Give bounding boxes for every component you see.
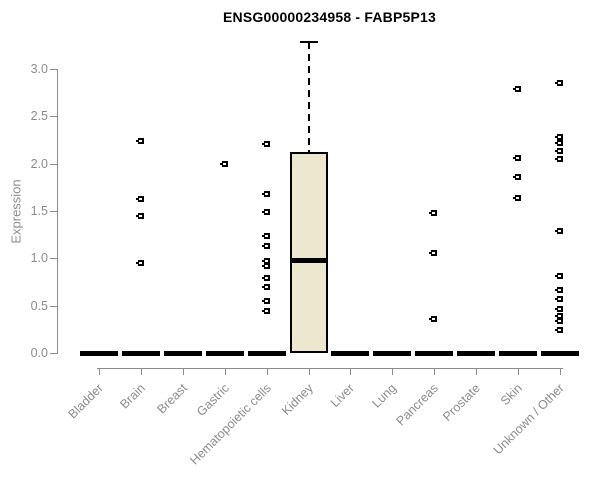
- outlier-point: [554, 313, 563, 320]
- zero-box-gastric: [205, 350, 244, 356]
- y-axis-tick: [50, 116, 57, 118]
- x-axis-tick: [559, 368, 561, 375]
- zero-box-breast: [163, 350, 202, 356]
- median-kidney: [289, 257, 328, 263]
- zero-box-unknown-other: [540, 350, 579, 356]
- outlier-point: [135, 212, 144, 219]
- outlier-point: [513, 194, 521, 201]
- y-tick-label: 0.5: [30, 298, 48, 313]
- outlier-point: [554, 155, 563, 162]
- outlier-point: [513, 154, 521, 161]
- x-axis-tick: [392, 368, 394, 375]
- y-tick-label: 2.5: [30, 109, 48, 124]
- outlier-point: [554, 148, 563, 155]
- outlier-point: [554, 306, 563, 313]
- outlier-point: [135, 260, 144, 267]
- outlier-point: [429, 315, 438, 322]
- zero-box-hematopoietic-cells: [247, 350, 286, 356]
- outlier-point: [261, 190, 270, 197]
- x-axis-tick: [350, 368, 352, 375]
- x-axis-tick: [518, 368, 519, 375]
- chart-title: ENSG00000234958 - FABP5P13: [223, 9, 436, 25]
- y-axis-tick: [50, 353, 57, 354]
- y-tick-label: 1.5: [30, 203, 48, 218]
- outlier-point: [554, 134, 563, 141]
- outlier-point: [261, 232, 270, 239]
- y-axis-tick: [50, 210, 57, 212]
- x-axis-tick: [182, 368, 184, 375]
- outlier-point: [135, 195, 144, 202]
- y-axis-tick: [50, 258, 57, 260]
- y-axis-line: [57, 69, 58, 354]
- y-tick-label: 3.0: [30, 61, 48, 76]
- x-axis-tick: [99, 368, 100, 375]
- zero-box-prostate: [457, 350, 496, 356]
- outlier-point: [554, 286, 563, 293]
- outlier-point: [261, 243, 270, 250]
- outlier-point: [429, 209, 438, 216]
- y-axis-tick: [50, 305, 57, 307]
- y-axis-tick: [50, 163, 57, 165]
- outlier-point: [261, 140, 270, 147]
- outlier-point: [261, 297, 270, 304]
- y-tick-label: 2.0: [30, 156, 48, 171]
- outlier-point: [261, 283, 270, 290]
- x-axis-tick: [434, 368, 436, 375]
- outlier-point: [554, 80, 563, 87]
- x-axis-tick: [308, 368, 310, 375]
- x-axis-tick: [140, 368, 142, 375]
- outlier-point: [135, 137, 144, 144]
- outlier-point: [513, 173, 521, 180]
- zero-box-brain: [121, 350, 160, 356]
- outlier-point: [554, 139, 563, 146]
- y-tick-label: 1.0: [30, 251, 48, 266]
- zero-box-pancreas: [415, 350, 454, 356]
- outlier-point: [261, 208, 270, 215]
- outlier-point: [554, 317, 563, 324]
- outlier-point: [261, 308, 270, 315]
- outlier-point: [429, 249, 438, 256]
- zero-box-liver: [331, 350, 370, 356]
- zero-box-bladder: [80, 350, 118, 356]
- zero-box-skin: [499, 350, 537, 356]
- x-axis-tick: [266, 368, 268, 375]
- outlier-point: [219, 160, 228, 167]
- x-axis-tick: [476, 368, 478, 375]
- outlier-point: [554, 227, 563, 234]
- outlier-point: [261, 275, 270, 282]
- x-axis-line: [97, 368, 563, 369]
- outlier-point: [554, 273, 563, 280]
- outlier-point: [554, 296, 563, 303]
- outlier-point: [261, 262, 270, 269]
- zero-box-lung: [373, 350, 412, 356]
- outlier-point: [554, 327, 563, 334]
- outlier-point: [513, 85, 521, 92]
- box-kidney: [289, 152, 328, 353]
- y-axis-tick: [50, 68, 57, 70]
- y-tick-label: 0.0: [30, 346, 48, 360]
- whisker-kidney: [307, 42, 310, 153]
- whisker-cap-kidney: [299, 41, 318, 44]
- outlier-point: [261, 258, 270, 265]
- x-axis-tick: [224, 368, 226, 375]
